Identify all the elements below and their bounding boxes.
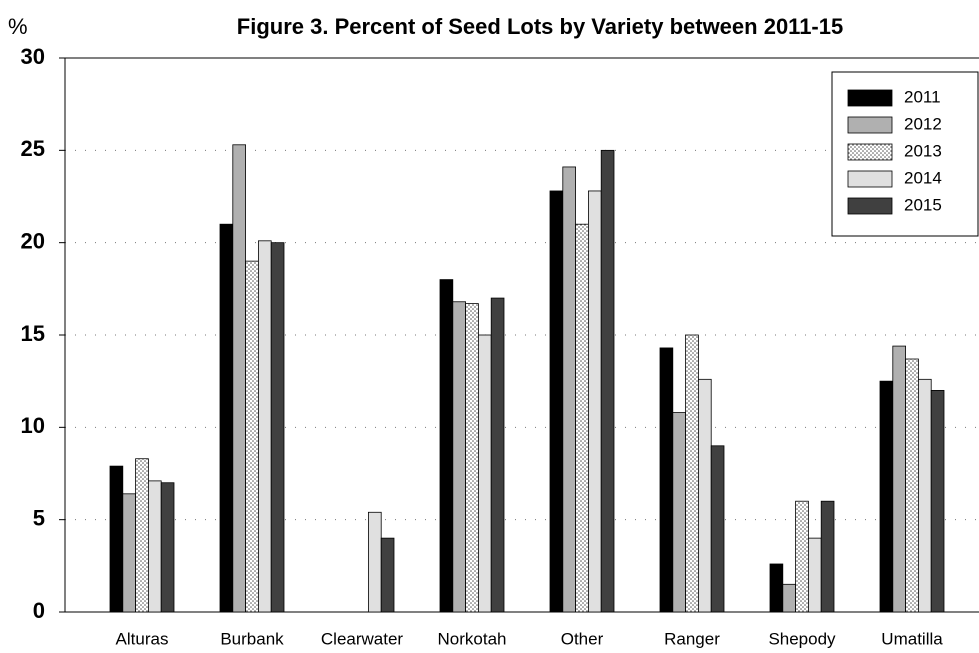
y-axis-label: %	[8, 14, 28, 39]
bar	[685, 334, 699, 613]
bar	[795, 500, 809, 613]
bar	[219, 223, 234, 613]
bar	[232, 144, 247, 613]
legend-label: 2015	[904, 195, 942, 214]
x-tick-label: Umatilla	[881, 629, 943, 648]
bar	[147, 480, 162, 613]
chart-title: Figure 3. Percent of Seed Lots by Variet…	[237, 14, 843, 39]
bar	[257, 240, 272, 613]
bar	[245, 260, 259, 613]
bar	[710, 445, 725, 613]
bar	[439, 279, 454, 613]
bar	[600, 149, 615, 613]
y-tick-label: 5	[33, 505, 45, 530]
y-tick-label: 25	[21, 136, 45, 161]
legend-swatch	[847, 197, 893, 215]
bar	[905, 358, 919, 613]
bar	[588, 190, 602, 613]
x-tick-label: Ranger	[664, 629, 720, 648]
bar	[575, 223, 589, 613]
x-tick-label: Burbank	[220, 629, 284, 648]
bar	[879, 380, 894, 613]
bar	[122, 493, 137, 613]
bar	[820, 500, 835, 613]
bar	[892, 345, 906, 613]
bar	[562, 166, 576, 613]
y-tick-label: 15	[21, 321, 45, 346]
bar	[270, 242, 285, 613]
y-tick-label: 30	[21, 44, 45, 69]
x-tick-label: Other	[561, 629, 604, 648]
bar	[160, 482, 175, 613]
bar	[380, 537, 395, 613]
bar	[465, 303, 479, 613]
bar	[672, 412, 686, 613]
y-tick-label: 0	[33, 598, 45, 623]
bar	[109, 465, 124, 613]
bar	[135, 458, 149, 613]
bar	[549, 190, 564, 613]
y-tick-label: 20	[21, 228, 45, 253]
x-tick-label: Shepody	[768, 629, 836, 648]
x-tick-label: Norkotah	[438, 629, 507, 648]
y-tick-label: 10	[21, 413, 45, 438]
legend-label: 2011	[904, 87, 941, 106]
legend-swatch	[847, 170, 893, 188]
legend-swatch	[847, 89, 893, 107]
bar	[367, 511, 382, 613]
bar	[769, 563, 784, 613]
legend-label: 2013	[904, 141, 942, 160]
bar	[782, 583, 796, 613]
bar	[477, 334, 492, 613]
legend-label: 2014	[904, 168, 942, 187]
x-tick-label: Clearwater	[321, 629, 404, 648]
legend-swatch	[847, 116, 893, 134]
bar	[918, 378, 932, 613]
legend-swatch	[847, 143, 893, 161]
bar	[930, 389, 945, 613]
bar	[490, 297, 505, 613]
x-tick-label: Alturas	[116, 629, 169, 648]
bar	[452, 301, 466, 613]
legend-label: 2012	[904, 114, 942, 133]
bar	[659, 347, 674, 613]
bar	[698, 378, 712, 613]
bar	[808, 537, 822, 613]
